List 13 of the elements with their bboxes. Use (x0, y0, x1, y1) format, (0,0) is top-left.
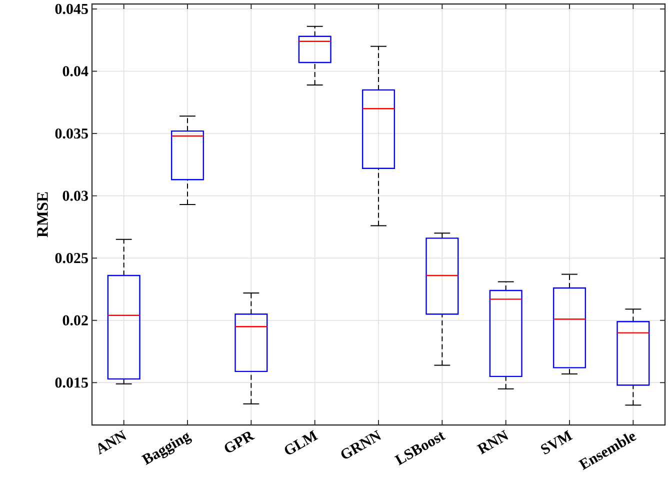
x-tick-label: SVM (541, 430, 573, 454)
y-tick-label: 0.035 (55, 128, 88, 139)
y-tick-label: 0.025 (55, 253, 88, 264)
y-tick-label: 0.015 (55, 378, 88, 388)
y-tick-label: 0.045 (55, 4, 88, 14)
x-tick-label: ANN (98, 430, 126, 455)
x-tick-label: RNN (476, 430, 508, 454)
y-tick-label: 0.03 (62, 190, 88, 201)
x-tick-label: GPR (224, 432, 255, 452)
y-tick-label: 0.02 (62, 315, 88, 326)
x-tick-label: GLM (284, 430, 318, 454)
y-tick-label: 0.04 (62, 66, 88, 76)
y-axis-title: RMSE (37, 192, 48, 238)
